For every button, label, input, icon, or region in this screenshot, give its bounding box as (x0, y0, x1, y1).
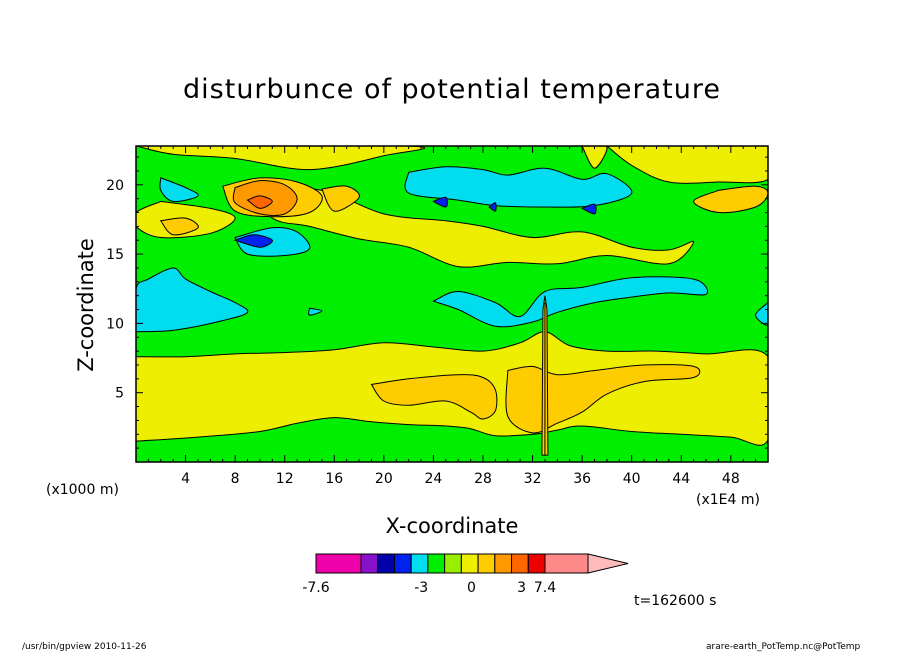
contour-region (488, 202, 497, 212)
x-tick-label: 20 (375, 471, 393, 487)
contour-region (159, 177, 199, 203)
colorbar-label: 3 (517, 580, 526, 596)
contour-regions (136, 146, 768, 456)
colorbar-swatch (410, 553, 429, 574)
x-axis-label: X-coordinate (385, 514, 519, 538)
contour-region (580, 203, 597, 215)
x-tick-label: 32 (524, 471, 542, 487)
y-tick-label: 10 (106, 316, 124, 332)
colorbar-label: -7.6 (302, 580, 329, 596)
x-secondary-unit-label: (x1E4 m) (696, 492, 760, 508)
contour-region (581, 146, 608, 169)
colorbar-swatch (393, 553, 412, 574)
footer-program-date: /usr/bin/gpview 2010-11-26 (22, 642, 147, 652)
colorbar-swatch (444, 553, 462, 574)
contour-region (321, 185, 360, 212)
contour-region (136, 146, 426, 171)
colorbar-swatch (360, 553, 379, 574)
contour-region (136, 267, 249, 333)
footer-variable-source: arare-earth_PotTemp.nc@PotTemp (706, 642, 861, 652)
colorbar-extend-arrow (587, 553, 629, 574)
contour-region (693, 185, 768, 214)
colorbar-swatch (544, 553, 589, 574)
contour-region (404, 166, 633, 208)
contour-region (431, 276, 709, 328)
contour-region (233, 234, 273, 248)
contour-region (432, 196, 448, 208)
contour-region (370, 374, 498, 420)
colorbar-swatch (527, 553, 546, 574)
colorbar-swatch (315, 553, 362, 574)
colorbar-label: 0 (467, 580, 476, 596)
contour-region (159, 217, 199, 236)
y-tick-label: 5 (115, 386, 124, 402)
contour-region (606, 146, 768, 184)
x-tick-label: 12 (276, 471, 294, 487)
x-tick-label: 40 (623, 471, 641, 487)
contour-region (246, 185, 695, 268)
colorbar-swatch (427, 553, 446, 574)
colorbar-label: -3 (414, 580, 428, 596)
x-tick-label: 36 (573, 471, 591, 487)
x-tick-label: 8 (231, 471, 240, 487)
colorbar-swatch (511, 553, 529, 574)
colorbar-swatch (494, 553, 513, 574)
contour-region (308, 307, 323, 316)
colorbar-label: 7.4 (534, 580, 556, 596)
contour-region (505, 364, 701, 434)
y-tick-label: 20 (106, 178, 124, 194)
x-unit-label: (x1000 m) (46, 482, 119, 498)
y-tick-label: 15 (106, 247, 124, 263)
x-tick-label: 16 (325, 471, 343, 487)
x-tick-label: 28 (474, 471, 492, 487)
chart-title: disturbunce of potential temperature (183, 74, 721, 105)
colorbar-swatch (377, 553, 395, 574)
x-tick-label: 48 (722, 471, 740, 487)
time-label: t=162600 s (634, 593, 717, 609)
colorbar-swatch (460, 553, 479, 574)
contour-region (246, 195, 273, 209)
colorbar-swatch (477, 553, 496, 574)
x-tick-label: 4 (181, 471, 190, 487)
x-tick-label: 44 (672, 471, 690, 487)
plot-frame (135, 145, 769, 463)
contour-region (755, 301, 768, 326)
x-tick-label: 24 (424, 471, 442, 487)
